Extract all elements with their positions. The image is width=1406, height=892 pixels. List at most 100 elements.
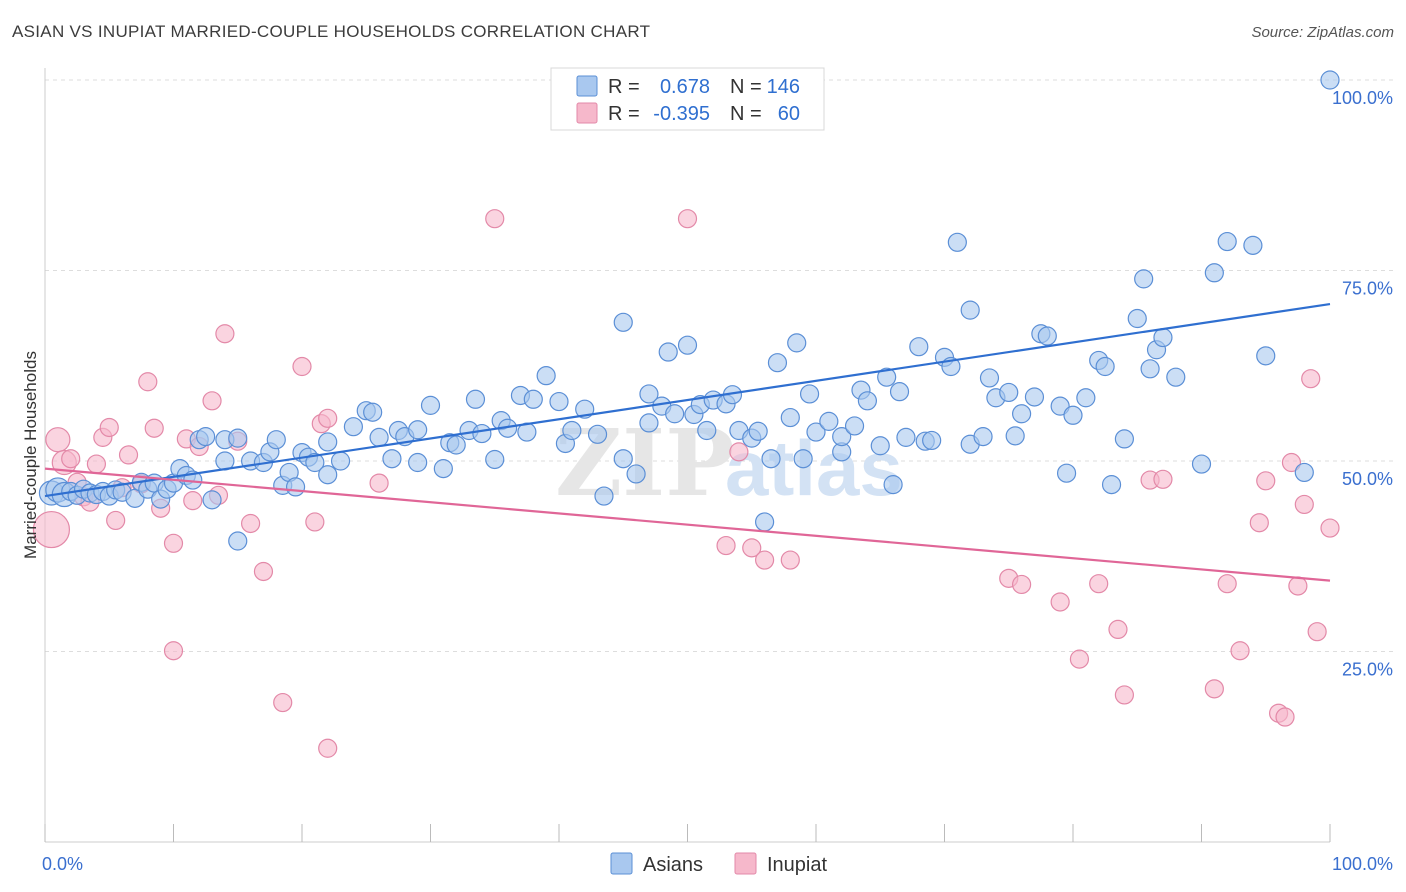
inupiat-point (292, 356, 312, 377)
legend-bottom-label-inupiat: Inupiat (767, 854, 827, 876)
inupiat-point (485, 209, 505, 229)
inupiat-point (183, 491, 203, 511)
asian-point (639, 384, 659, 404)
inupiat-point (729, 442, 749, 462)
grid-layer (45, 79, 1395, 652)
asian-point (1076, 388, 1096, 408)
inupiat-point (318, 738, 338, 758)
asian-point (266, 430, 286, 450)
asian-point (754, 512, 775, 532)
inupiat-point (1320, 518, 1340, 538)
asian-point (1114, 429, 1135, 449)
inupiat-point (1256, 471, 1276, 491)
asian-point (1056, 463, 1077, 483)
inupiat-point (305, 512, 325, 532)
inupiat-point (163, 641, 184, 661)
asian-point (639, 413, 659, 433)
asian-point (877, 367, 897, 387)
asian-point (806, 422, 826, 442)
asian-point (883, 475, 903, 495)
asian-point (523, 389, 543, 409)
asian-point (909, 337, 929, 357)
asian-point (677, 335, 698, 355)
inupiat-point (1249, 513, 1269, 533)
asian-point (1140, 359, 1160, 379)
asian-point (485, 449, 505, 470)
asian-point (857, 391, 878, 411)
asian-point (1134, 269, 1154, 289)
inupiat-point (1307, 622, 1327, 642)
asian-point (549, 391, 569, 412)
asian-point (613, 312, 633, 332)
asian-point (1101, 475, 1122, 495)
asian-point (1011, 404, 1032, 424)
asian-point (562, 420, 582, 441)
asian-point (446, 435, 466, 455)
inupiat-point (369, 473, 389, 493)
asian-point (748, 421, 768, 441)
inupiat-point (144, 418, 164, 438)
inupiat-point (86, 454, 107, 474)
y-tick-label: 75.0% (1342, 279, 1393, 299)
y-tick-label: 100.0% (1332, 88, 1393, 108)
asian-point (922, 430, 942, 451)
inupiat-point (273, 692, 293, 713)
asian-point (408, 420, 428, 440)
asian-point (330, 451, 351, 471)
legend-r-value-inupiat: -0.395 (653, 103, 710, 125)
y-tick-label: 50.0% (1342, 469, 1393, 489)
inupiat-point (1069, 649, 1090, 669)
asian-point (1127, 308, 1147, 329)
asian-point (889, 382, 910, 402)
inupiat-point (118, 445, 139, 465)
inupiat-point (138, 372, 158, 392)
asian-point (870, 436, 890, 456)
asian-point (408, 452, 428, 473)
inupiat-trend-line (44, 467, 1331, 582)
asian-point (999, 382, 1019, 403)
asian-point (960, 300, 980, 320)
inupiat-point (716, 535, 736, 556)
inupiat-point (99, 417, 119, 438)
asian-point (613, 449, 633, 469)
trend-lines (44, 302, 1331, 582)
asian-point (973, 427, 993, 447)
asian-point (318, 465, 338, 485)
inupiat-point (1204, 679, 1224, 699)
legend-n-value-inupiat: 60 (778, 103, 800, 125)
inupiat-point (1011, 574, 1032, 595)
asian-point (196, 427, 216, 447)
asian-point (1204, 263, 1224, 283)
inupiat-point (1294, 494, 1314, 515)
legend-bottom-swatch-inupiat (734, 852, 757, 875)
asian-point (761, 449, 781, 469)
legend-n-value-asians: 146 (767, 76, 800, 98)
asian-trend-line (44, 302, 1331, 498)
asian-point (819, 411, 839, 431)
asian-point (658, 342, 678, 362)
asian-point (793, 449, 813, 469)
asian-point (979, 368, 1000, 388)
inupiat-point (45, 427, 71, 453)
asian-point (787, 333, 807, 353)
asian-point (832, 427, 852, 447)
inupiat-point (1217, 574, 1237, 594)
axis-layer: 25.0% 50.0% 75.0% 100.0% 0.0% 100.0% (42, 68, 1393, 874)
asian-point (780, 407, 800, 428)
asian-point (1243, 235, 1263, 255)
asian-point (228, 531, 248, 551)
asian-point (1166, 367, 1186, 387)
legend-swatch-inupiat (576, 102, 598, 124)
correlation-legend: R = 0.678 N = 146 R = -0.395 N = 60 (550, 67, 825, 131)
legend-bottom-label-asians: Asians (643, 854, 703, 876)
asian-point (318, 432, 338, 452)
inupiat-point (1153, 469, 1173, 489)
inupiat-point (1288, 576, 1308, 596)
chart-title: ASIAN VS INUPIAT MARRIED-COUPLE HOUSEHOL… (12, 22, 651, 41)
y-axis-label: Married-couple Households (21, 351, 40, 559)
inupiat-point (1114, 685, 1135, 705)
asian-point (433, 459, 453, 479)
asian-point (369, 427, 389, 447)
source-credit: Source: ZipAtlas.com (1251, 24, 1394, 41)
